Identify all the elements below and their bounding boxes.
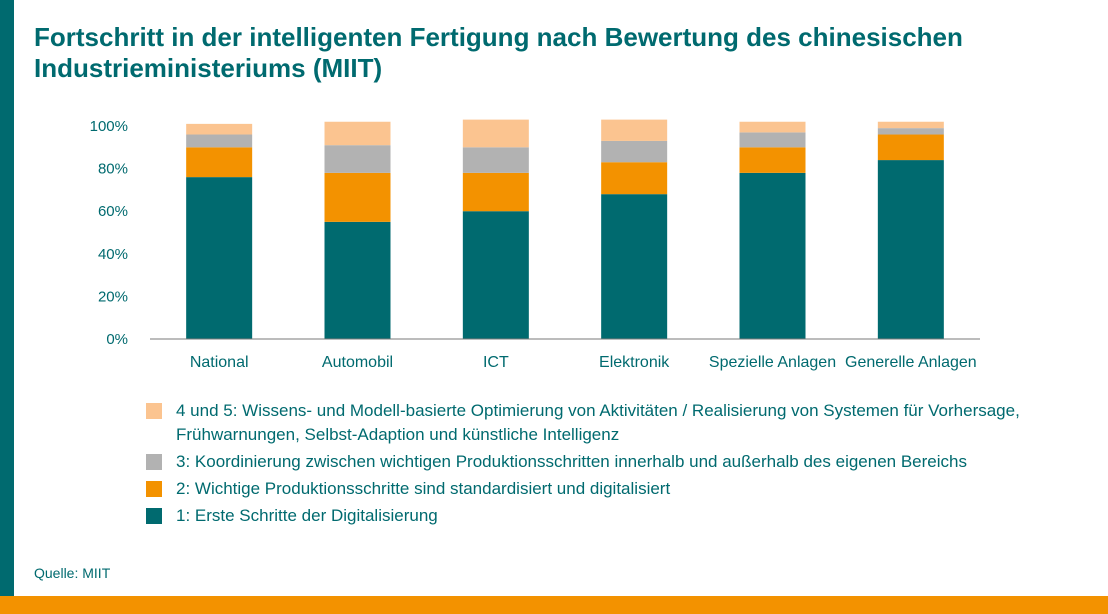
- stacked-bar-chart: 0% 20% 40% 60% 80% 100% National Automobil ICT El…: [90, 118, 980, 371]
- bar-segment: [324, 172, 391, 222]
- legend-label: 3: Koordinierung zwischen wichtigen Prod…: [176, 452, 967, 471]
- y-tick-label: 40%: [98, 246, 128, 263]
- bar-segment: [324, 121, 391, 146]
- bar-segment: [324, 221, 391, 339]
- y-tick-label: 80%: [98, 161, 128, 178]
- legend-label: 1: Erste Schritte der Digitalisierung: [176, 506, 438, 525]
- x-category-label: ICT: [483, 354, 509, 371]
- bar-segment: [462, 172, 529, 212]
- legend-swatch-teal: [146, 508, 162, 524]
- x-category-label: Elektronik: [599, 354, 670, 371]
- bottom-accent-bar: [0, 596, 1108, 614]
- bar-segment: [462, 147, 529, 173]
- bar-segment: [186, 177, 253, 339]
- chart-title: Fortschritt in der intelligenten Fertigu…: [34, 22, 963, 83]
- bar-segment: [739, 172, 806, 339]
- bar-segment: [601, 140, 668, 163]
- x-category-label: Automobil: [322, 354, 393, 371]
- y-tick-label: 20%: [98, 288, 128, 305]
- bar-segment: [601, 119, 668, 141]
- bar-segment: [739, 121, 806, 133]
- x-category-label: Spezielle Anlagen: [709, 354, 836, 371]
- y-tick-label: 0%: [106, 331, 128, 348]
- bar-segment: [601, 194, 668, 339]
- chart-legend: 4 und 5: Wissens- und Modell-basierte Op…: [146, 399, 1096, 531]
- bar-segment: [877, 160, 944, 339]
- bar-segment: [186, 147, 253, 178]
- legend-item-level-3: 3: Koordinierung zwischen wichtigen Prod…: [146, 450, 1096, 474]
- legend-swatch-peach: [146, 403, 162, 419]
- y-tick-label: 100%: [90, 118, 128, 135]
- source-note: Quelle: MIIT: [34, 565, 111, 581]
- bar-segment: [739, 132, 806, 148]
- bar-segment: [462, 119, 529, 148]
- bar-segment: [324, 145, 391, 173]
- legend-swatch-orange: [146, 481, 162, 497]
- bar-segment: [877, 128, 944, 135]
- bar-segment: [877, 121, 944, 129]
- legend-label: 2: Wichtige Produktionsschritte sind sta…: [176, 479, 671, 498]
- x-category-label: National: [190, 354, 249, 371]
- legend-label: 4 und 5: Wissens- und Modell-basierte Op…: [176, 401, 1020, 444]
- legend-item-level-2: 2: Wichtige Produktionsschritte sind sta…: [146, 477, 1096, 501]
- bar-segment: [462, 211, 529, 339]
- left-accent-bar: [0, 0, 14, 614]
- bar-segment: [739, 147, 806, 173]
- legend-item-level-4-5: 4 und 5: Wissens- und Modell-basierte Op…: [146, 399, 1096, 447]
- bar-segment: [877, 134, 944, 161]
- bar-segment: [601, 162, 668, 195]
- y-tick-label: 60%: [98, 203, 128, 220]
- legend-item-level-1: 1: Erste Schritte der Digitalisierung: [146, 504, 1096, 528]
- bar-segment: [186, 123, 253, 135]
- legend-swatch-gray: [146, 454, 162, 470]
- x-category-label: Generelle Anlagen: [845, 354, 977, 371]
- bar-segment: [186, 134, 253, 148]
